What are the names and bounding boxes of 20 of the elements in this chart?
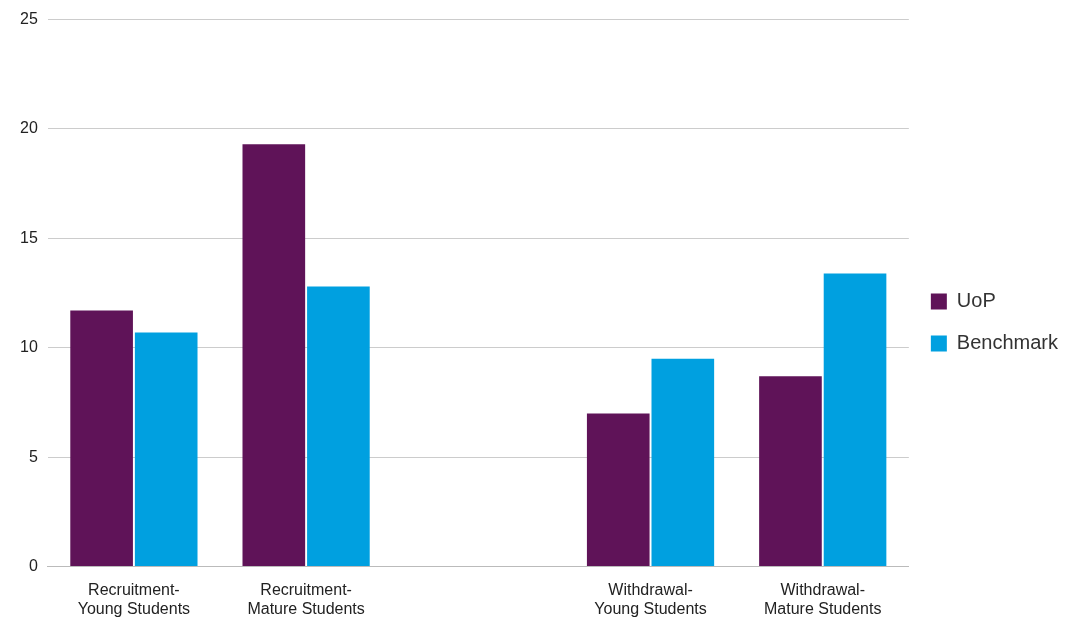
y-tick-label: 20 xyxy=(20,119,38,137)
bar xyxy=(586,413,650,567)
bar xyxy=(134,332,198,567)
bar xyxy=(307,286,370,567)
x-tick-label: Recruitment-Mature Students xyxy=(247,580,365,617)
y-tick-label: 15 xyxy=(20,228,38,246)
y-tick-label: 5 xyxy=(28,447,38,465)
legend-label: UoP xyxy=(956,289,996,312)
bar xyxy=(651,358,715,567)
bar xyxy=(242,144,306,567)
legend-label: Benchmark xyxy=(956,331,1059,354)
y-tick-label: 10 xyxy=(20,338,38,356)
x-tick-label: Recruitment-Young Students xyxy=(77,580,191,617)
y-tick-label: 0 xyxy=(28,557,38,575)
bar xyxy=(759,376,822,567)
x-tick-label: Withdrawal-Mature Students xyxy=(764,580,882,617)
bar xyxy=(70,310,133,567)
bar xyxy=(823,273,887,567)
x-tick-label: Withdrawal-Young Students xyxy=(594,580,707,617)
y-tick-label: 25 xyxy=(20,10,38,28)
